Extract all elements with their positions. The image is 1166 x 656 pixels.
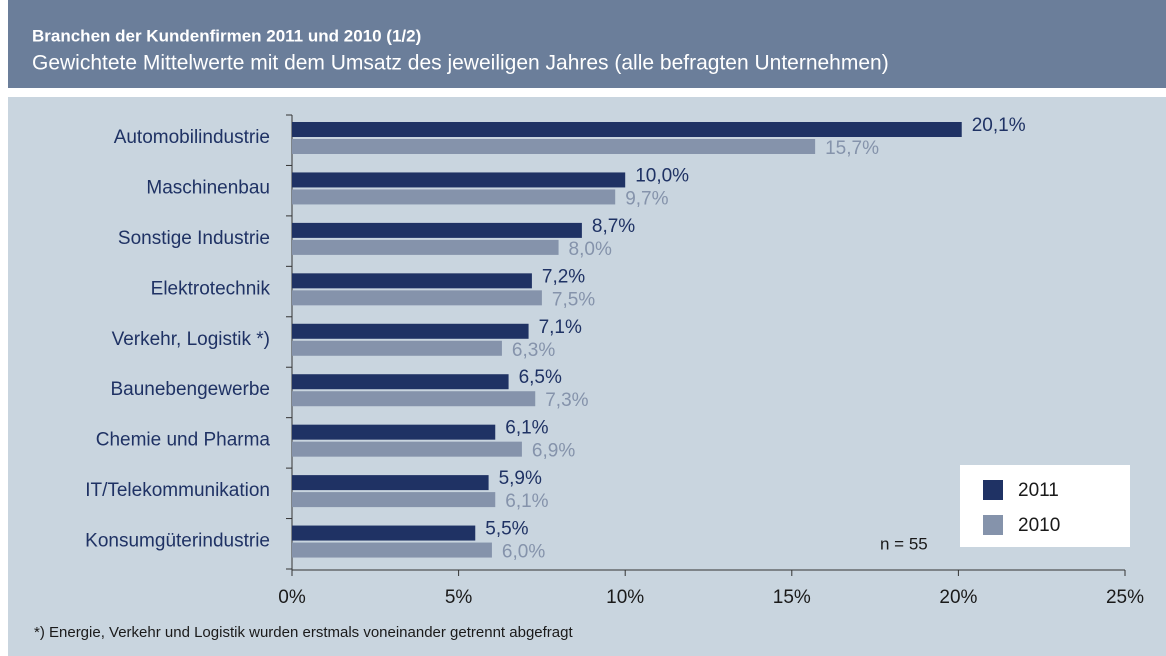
y-tick-label: Konsumgüterindustrie — [85, 531, 270, 552]
bar — [292, 441, 522, 457]
bar — [292, 239, 559, 255]
bar — [292, 189, 616, 205]
footnote: *) Energie, Verkehr und Logistik wurden … — [34, 624, 573, 641]
y-tick-label: Chemie und Pharma — [96, 430, 271, 451]
bar — [292, 222, 582, 238]
bar — [292, 290, 542, 306]
bar — [292, 475, 489, 491]
data-label: 8,7% — [592, 216, 635, 237]
y-tick-label: Automobilindustrie — [114, 127, 270, 148]
data-label: 7,5% — [552, 289, 595, 310]
annotation: n = 55 — [880, 534, 928, 553]
data-label: 8,0% — [569, 239, 612, 260]
bar — [292, 492, 496, 508]
bar — [292, 525, 476, 541]
x-tick-label: 20% — [939, 587, 977, 608]
bar — [292, 542, 492, 558]
x-tick-label: 5% — [445, 587, 473, 608]
bar — [292, 424, 496, 440]
chart-title: Branchen der Kundenfirmen 2011 und 2010 … — [32, 26, 421, 45]
y-tick-label: Verkehr, Logistik *) — [112, 329, 270, 350]
data-label: 6,1% — [505, 418, 548, 439]
y-tick-label: Baunebengewerbe — [110, 379, 270, 400]
bar — [292, 139, 816, 154]
data-label: 6,5% — [519, 367, 562, 388]
bar — [292, 172, 626, 188]
data-label: 6,0% — [502, 542, 545, 563]
data-label: 7,1% — [539, 317, 582, 338]
data-label: 15,7% — [825, 138, 879, 159]
data-label: 7,3% — [545, 390, 588, 411]
y-tick-label: Maschinenbau — [146, 177, 270, 198]
x-tick-label: 10% — [606, 587, 644, 608]
x-tick-label: 25% — [1106, 587, 1144, 608]
data-label: 6,1% — [505, 491, 548, 512]
y-tick-label: Elektrotechnik — [151, 278, 271, 299]
data-label: 6,9% — [532, 441, 575, 462]
legend-label: 2010 — [1018, 515, 1060, 536]
x-tick-label: 0% — [278, 587, 306, 608]
chart-subtitle: Gewichtete Mittelwerte mit dem Umsatz de… — [32, 52, 889, 75]
data-label: 6,3% — [512, 340, 555, 361]
bar — [292, 391, 536, 407]
data-label: 9,7% — [625, 188, 668, 209]
bar — [292, 273, 532, 289]
data-label: 5,9% — [499, 468, 542, 489]
bar — [292, 122, 962, 137]
data-label: 5,5% — [485, 519, 528, 540]
bar — [292, 374, 509, 390]
legend-swatch — [983, 480, 1003, 500]
bar — [292, 340, 502, 356]
y-tick-label: IT/Telekommunikation — [85, 480, 270, 501]
bar — [292, 323, 529, 339]
legend-label: 2011 — [1018, 480, 1059, 501]
legend-swatch — [983, 515, 1003, 535]
x-tick-label: 15% — [773, 587, 811, 608]
header — [8, 0, 1166, 88]
data-label: 20,1% — [972, 115, 1026, 136]
data-label: 10,0% — [635, 165, 689, 186]
data-label: 7,2% — [542, 266, 585, 287]
y-tick-label: Sonstige Industrie — [118, 228, 270, 249]
